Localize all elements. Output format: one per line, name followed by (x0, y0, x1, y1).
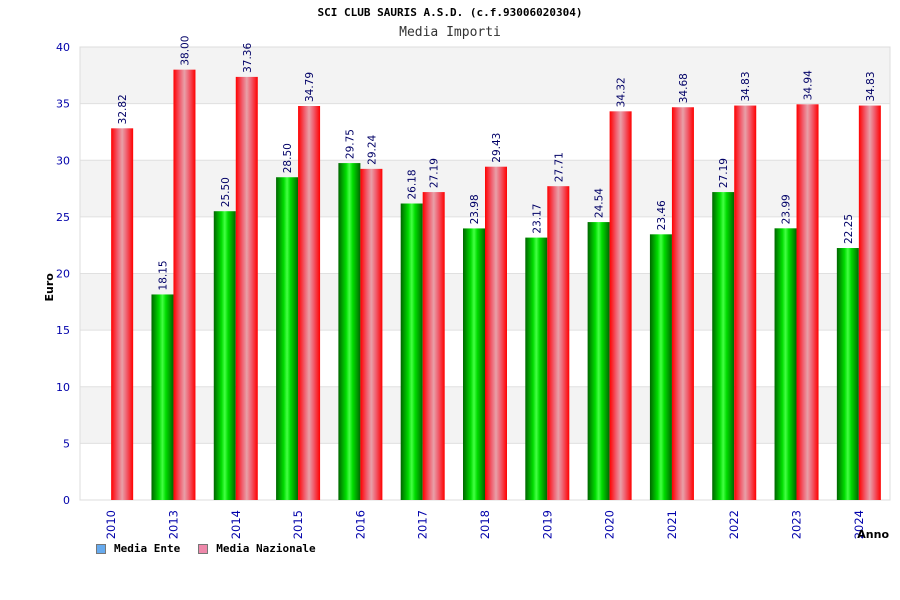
x-tick-label: 2018 (478, 510, 492, 539)
legend-swatch-media-ente (96, 543, 106, 554)
data-label: 34.83 (865, 71, 877, 101)
legend-label-media-ente: Media Ente (114, 542, 181, 555)
data-label: 26.18 (407, 169, 419, 199)
y-tick-label: 0 (63, 494, 70, 507)
legend-item-media-nazionale: Media Nazionale (198, 542, 316, 555)
bar-media-nazionale-2015 (298, 106, 321, 501)
x-tick-label: 2023 (790, 510, 804, 539)
grid-band (80, 47, 890, 104)
bar-media-nazionale-2016 (360, 168, 383, 500)
chart-title: SCI CLUB SAURIS A.S.D. (c.f.93006020304) (317, 6, 583, 19)
x-tick-label: 2013 (166, 510, 180, 539)
data-label: 32.82 (117, 94, 129, 124)
data-label: 27.71 (553, 152, 565, 182)
legend: Media Ente Media Nazionale (96, 542, 316, 555)
y-axis-label: Euro (43, 273, 56, 302)
bar-media-nazionale-2017 (422, 192, 445, 501)
grid-band (80, 103, 890, 161)
bar-media-ente-2020 (587, 222, 610, 500)
bar-media-ente-2016 (338, 163, 361, 501)
data-label: 34.83 (740, 71, 752, 101)
bar-media-ente-2022 (712, 192, 735, 501)
bar-media-ente-2014 (213, 211, 236, 500)
legend-swatch-media-nazionale (198, 543, 209, 554)
data-label: 38.00 (179, 36, 191, 66)
data-label: 23.99 (781, 194, 793, 224)
x-tick-label: 2014 (229, 510, 243, 539)
y-tick-label: 25 (56, 211, 70, 224)
data-label: 34.68 (678, 73, 690, 103)
data-label: 34.79 (304, 72, 316, 102)
y-tick-label: 35 (56, 98, 70, 111)
data-label: 34.94 (803, 70, 815, 100)
bar-media-ente-2023 (774, 228, 797, 501)
bar-media-nazionale-2021 (671, 107, 694, 501)
bar-media-ente-2019 (525, 237, 548, 501)
bar-media-nazionale-2010 (111, 128, 134, 500)
x-axis-label: Anno (857, 528, 889, 541)
data-label: 27.19 (429, 158, 441, 188)
data-label: 24.54 (594, 188, 606, 218)
x-tick-label: 2019 (540, 510, 554, 539)
data-label: 29.43 (491, 133, 503, 163)
bar-media-nazionale-2014 (235, 76, 258, 500)
legend-item-media-ente: Media Ente (96, 542, 180, 555)
data-label: 29.24 (366, 134, 378, 164)
data-label: 34.32 (616, 77, 628, 107)
x-tick-label: 2015 (291, 510, 305, 539)
data-label: 23.46 (656, 200, 668, 230)
y-tick-label: 5 (63, 437, 70, 450)
data-label: 28.50 (282, 143, 294, 173)
y-tick-label: 10 (56, 381, 70, 394)
bar-media-nazionale-2023 (796, 104, 819, 500)
data-label: 23.17 (531, 204, 543, 234)
y-tick-label: 40 (56, 41, 70, 54)
bar-media-ente-2013 (151, 294, 174, 500)
x-tick-label: 2016 (353, 510, 367, 539)
bar-media-nazionale-2024 (858, 105, 881, 501)
data-label: 22.25 (843, 214, 855, 244)
x-tick-label: 2020 (603, 510, 617, 539)
y-tick-label: 15 (56, 324, 70, 337)
y-tick-label: 30 (56, 154, 70, 167)
bar-media-ente-2017 (400, 203, 423, 500)
bar-media-nazionale-2022 (734, 105, 757, 501)
x-tick-label: 2022 (727, 510, 741, 539)
x-tick-label: 2010 (104, 510, 118, 539)
bar-media-nazionale-2013 (173, 69, 196, 501)
bar-media-nazionale-2018 (485, 166, 507, 500)
data-label: 25.50 (220, 177, 232, 207)
data-label: 18.15 (157, 260, 169, 290)
data-label: 29.75 (344, 129, 356, 159)
x-tick-label: 2024 (852, 510, 866, 539)
x-tick-label: 2017 (416, 510, 430, 539)
data-label: 23.98 (469, 194, 481, 224)
bar-media-nazionale-2020 (609, 111, 632, 501)
bar-media-ente-2018 (463, 228, 485, 500)
data-label: 37.36 (242, 43, 254, 73)
y-tick-label: 20 (56, 268, 70, 281)
legend-label-media-nazionale: Media Nazionale (216, 542, 316, 555)
x-tick-label: 2021 (665, 510, 679, 539)
bar-media-ente-2015 (276, 177, 299, 501)
bar-media-ente-2021 (649, 234, 672, 501)
bar-media-nazionale-2019 (547, 186, 570, 500)
data-label: 27.19 (718, 158, 730, 188)
bar-media-ente-2024 (836, 248, 859, 500)
chart-subtitle: Media Importi (399, 25, 501, 40)
